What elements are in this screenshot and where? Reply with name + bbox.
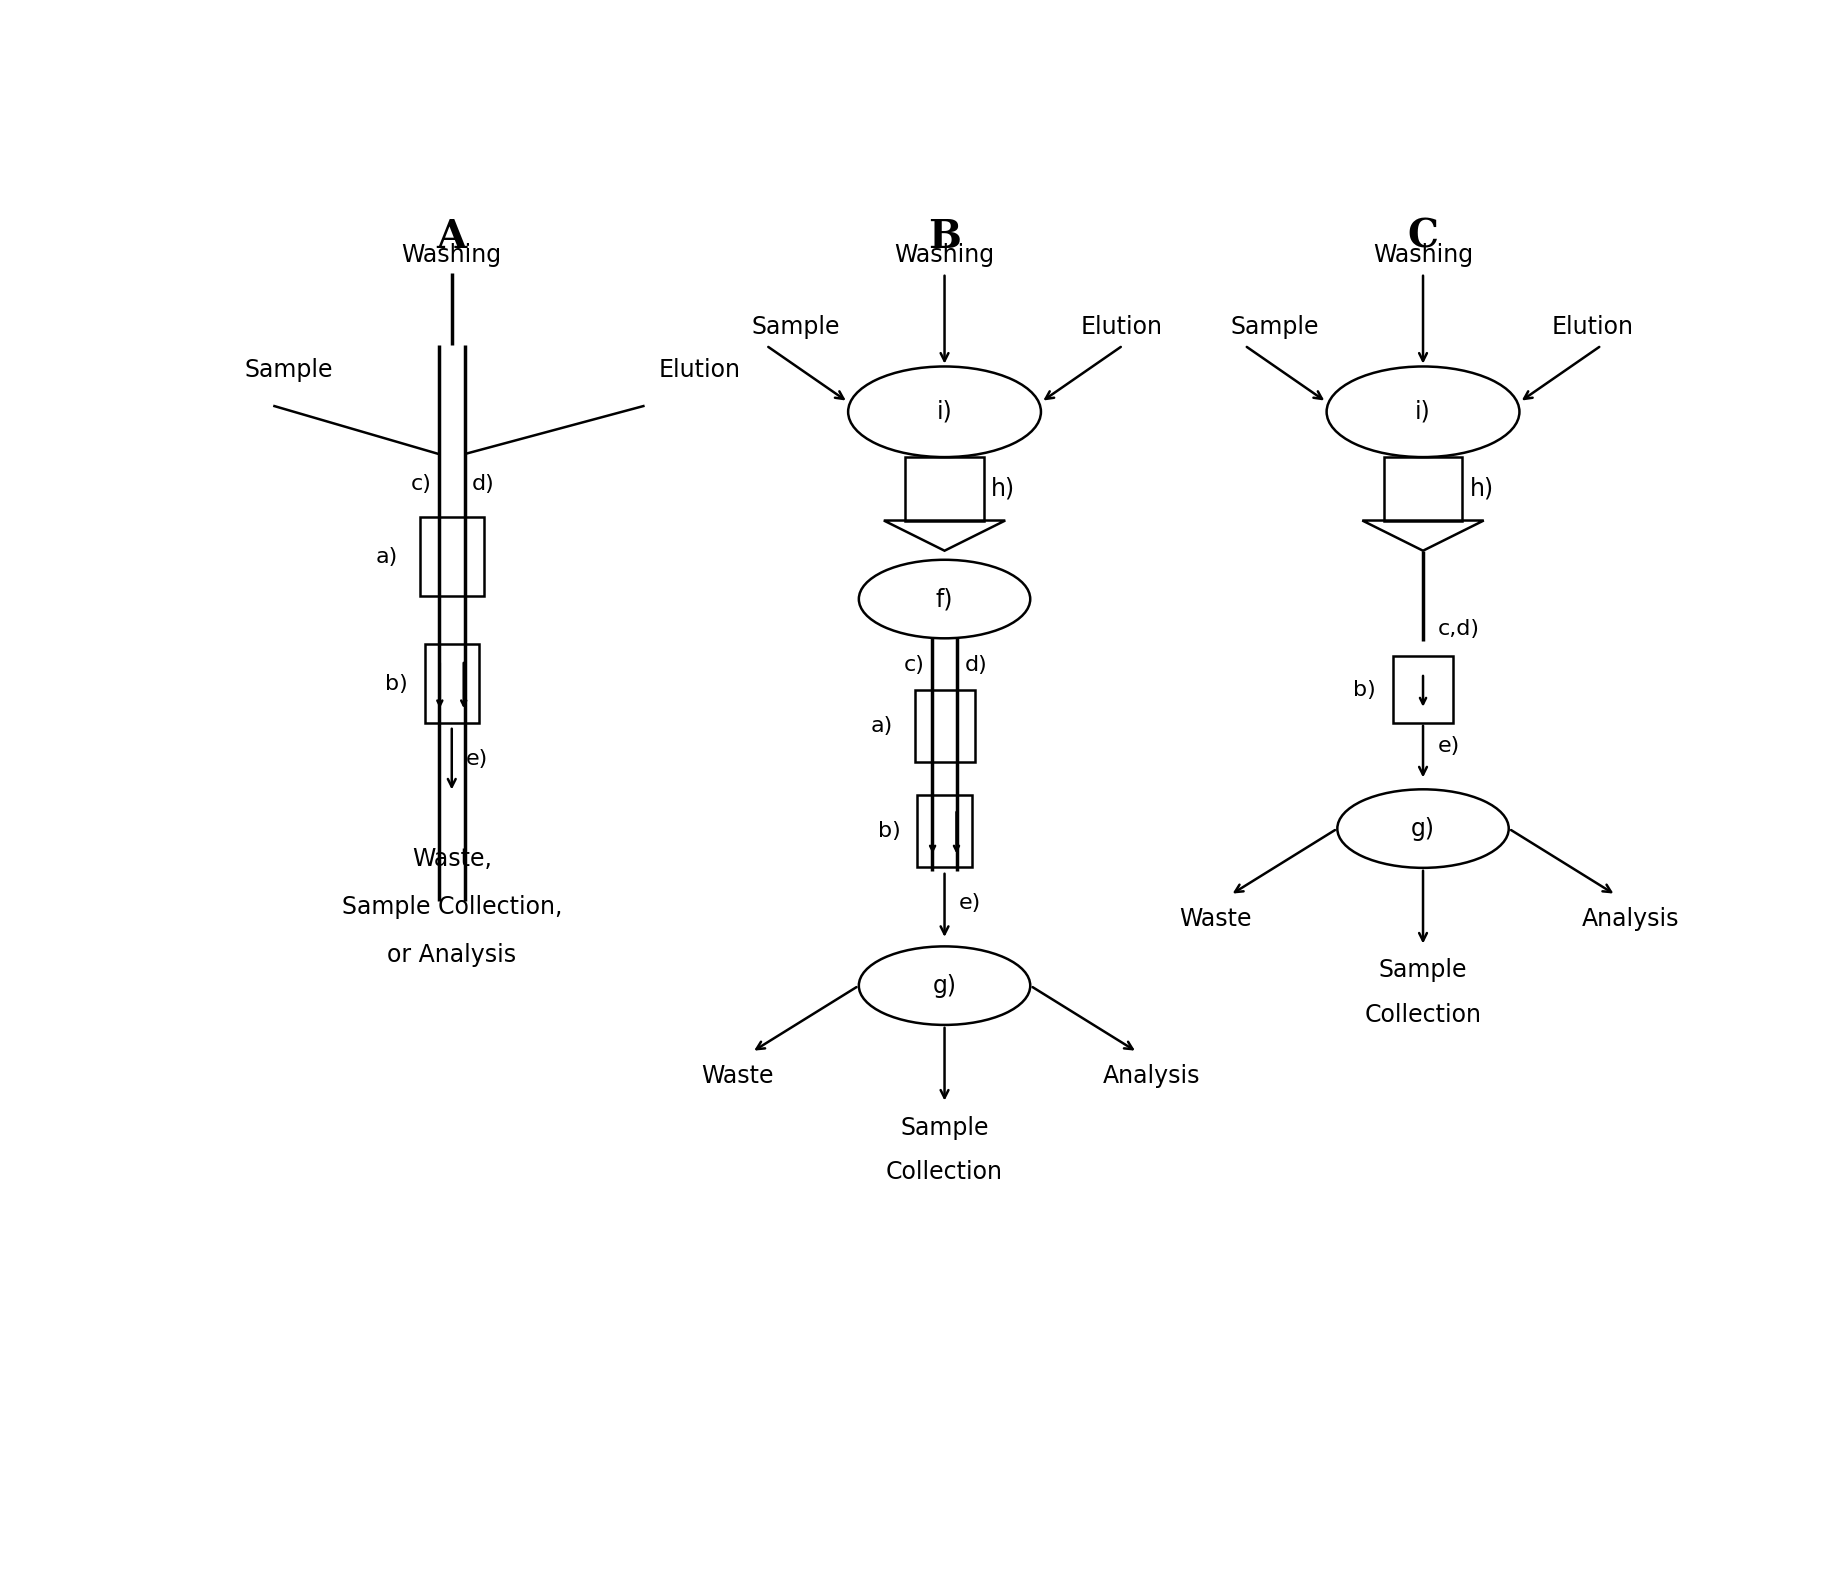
Text: Sample: Sample [752,315,840,339]
Text: b): b) [385,673,407,693]
Text: Analysis: Analysis [1102,1064,1200,1089]
Text: h): h) [992,477,1015,501]
Text: A: A [437,218,466,256]
Bar [1384,457,1461,521]
Text: f): f) [936,587,953,610]
Bar [420,518,485,596]
Bar [914,690,975,763]
Text: i): i) [936,400,953,424]
Text: Waste,: Waste, [411,847,492,871]
Text: h): h) [1469,477,1493,501]
Text: e): e) [466,748,488,769]
Text: b): b) [877,821,899,841]
Text: Elution: Elution [660,358,741,381]
Text: Elution: Elution [1552,315,1633,339]
Text: Washing: Washing [1373,243,1473,267]
Text: or Analysis: or Analysis [387,943,516,968]
Text: Washing: Washing [894,243,995,267]
Text: Sample Collection,: Sample Collection, [341,894,562,919]
Text: a): a) [376,546,398,566]
Text: e): e) [958,893,980,913]
Text: Waste: Waste [1180,907,1251,930]
Text: Waste: Waste [700,1064,774,1089]
Text: d): d) [472,474,494,494]
Text: Sample: Sample [1231,315,1320,339]
Text: Sample: Sample [1379,959,1467,982]
Text: Collection: Collection [886,1159,1003,1185]
Text: g): g) [933,974,957,998]
Text: d): d) [964,656,988,676]
Text: c): c) [411,474,431,494]
Text: e): e) [1438,736,1460,756]
Text: Sample: Sample [245,358,334,381]
Text: B: B [929,218,960,256]
Bar [424,645,479,723]
Text: Elution: Elution [1080,315,1163,339]
Text: c,d): c,d) [1438,620,1480,639]
Bar [905,457,984,521]
Text: a): a) [872,715,894,736]
Bar [1393,656,1452,723]
Text: Washing: Washing [402,243,501,267]
Text: Collection: Collection [1364,1003,1482,1028]
Text: C: C [1408,218,1439,256]
Text: Sample: Sample [899,1116,990,1139]
Bar [918,795,971,868]
Text: b): b) [1353,679,1377,700]
Text: c): c) [903,656,925,676]
Text: Analysis: Analysis [1581,907,1679,930]
Text: i): i) [1415,400,1430,424]
Text: g): g) [1412,816,1436,841]
